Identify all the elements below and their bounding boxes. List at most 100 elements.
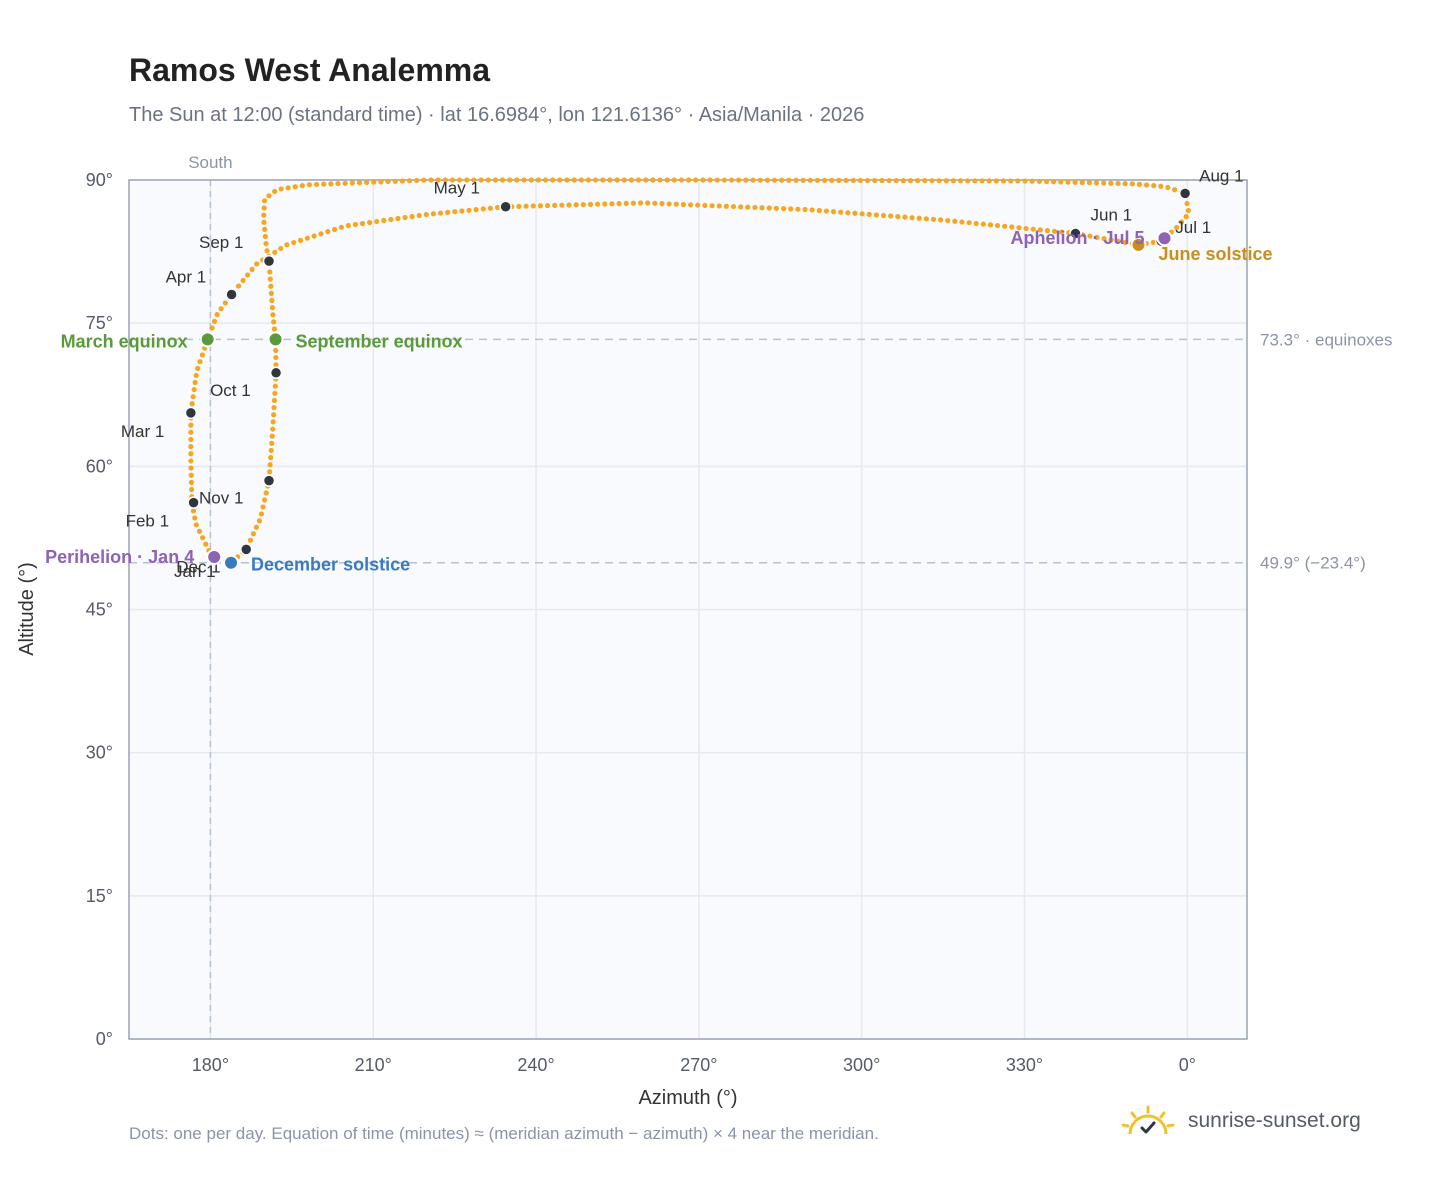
daily-sun-dot bbox=[262, 497, 268, 503]
month-marker bbox=[1069, 227, 1082, 240]
month-marker bbox=[187, 496, 200, 509]
daily-sun-dot bbox=[528, 177, 534, 183]
daily-sun-dot bbox=[268, 290, 274, 296]
daily-sun-dot bbox=[578, 177, 584, 183]
daily-sun-dot bbox=[1015, 178, 1021, 184]
daily-sun-dot bbox=[1036, 178, 1042, 184]
y-tick-label: 90° bbox=[86, 170, 113, 190]
daily-sun-dot bbox=[487, 205, 493, 211]
daily-sun-dot bbox=[428, 177, 434, 183]
brand-name: sunrise-sunset.org bbox=[1188, 1109, 1361, 1132]
daily-sun-dot bbox=[873, 212, 879, 218]
daily-sun-dot bbox=[273, 347, 279, 354]
daily-sun-dot bbox=[270, 426, 276, 432]
daily-sun-dot bbox=[836, 177, 842, 184]
daily-sun-dot bbox=[600, 177, 606, 183]
daily-sun-dot bbox=[1086, 180, 1092, 186]
daily-sun-dot bbox=[700, 177, 706, 183]
daily-sun-dot bbox=[936, 178, 942, 184]
daily-sun-dot bbox=[907, 178, 914, 184]
daily-sun-dot bbox=[621, 177, 627, 183]
daily-sun-dot bbox=[866, 211, 872, 217]
daily-sun-dot bbox=[728, 177, 735, 183]
daily-sun-dot bbox=[1122, 181, 1128, 187]
daily-sun-dot bbox=[688, 202, 694, 208]
month-marker bbox=[184, 406, 198, 420]
daily-sun-dot bbox=[321, 181, 327, 187]
daily-sun-dot bbox=[285, 185, 291, 191]
daily-sun-dot bbox=[271, 405, 277, 411]
daily-sun-dot bbox=[261, 198, 268, 204]
daily-sun-dot bbox=[987, 222, 994, 228]
daily-sun-dot bbox=[523, 203, 529, 209]
daily-sun-dot bbox=[262, 233, 268, 240]
daily-sun-dot bbox=[318, 231, 324, 237]
brand[interactable]: sunrise-sunset.org bbox=[1120, 1104, 1361, 1138]
daily-sun-dot bbox=[222, 300, 228, 306]
daily-sun-dot bbox=[188, 451, 194, 457]
daily-sun-dot bbox=[272, 390, 278, 396]
daily-sun-dot bbox=[193, 522, 199, 528]
month-marker bbox=[1178, 187, 1192, 200]
daily-sun-dot bbox=[1029, 178, 1035, 184]
daily-sun-dot bbox=[211, 318, 218, 324]
footnote: Dots: one per day. Equation of time (min… bbox=[129, 1124, 879, 1143]
daily-sun-dot bbox=[643, 177, 649, 183]
daily-sun-dot bbox=[702, 202, 708, 208]
daily-sun-dot bbox=[499, 177, 506, 183]
daily-sun-dot bbox=[193, 372, 199, 379]
daily-sun-dot bbox=[516, 203, 522, 209]
daily-sun-dot bbox=[392, 178, 398, 184]
daily-sun-dot bbox=[628, 177, 634, 183]
daily-sun-dot bbox=[381, 217, 387, 224]
daily-sun-dot bbox=[464, 177, 470, 183]
daily-sun-dot bbox=[902, 214, 908, 220]
y-tick-label: 15° bbox=[86, 886, 113, 906]
daily-sun-dot bbox=[859, 211, 865, 217]
daily-sun-dot bbox=[188, 465, 194, 471]
daily-sun-dot bbox=[980, 221, 986, 227]
daily-sun-dot bbox=[709, 203, 715, 209]
daily-sun-dot bbox=[544, 202, 551, 209]
daily-sun-dot bbox=[304, 235, 310, 241]
daily-sun-dot bbox=[1101, 180, 1107, 186]
daily-sun-dot bbox=[1051, 179, 1057, 185]
daily-sun-dot bbox=[1122, 239, 1128, 246]
daily-sun-dot bbox=[909, 215, 915, 221]
daily-sun-dot bbox=[273, 362, 279, 368]
daily-sun-dot bbox=[1051, 228, 1058, 234]
meridian-label: South bbox=[188, 153, 232, 172]
daily-sun-dot bbox=[385, 178, 391, 185]
daily-sun-dot bbox=[650, 177, 656, 183]
daily-sun-dot bbox=[247, 537, 254, 543]
daily-sun-dot bbox=[328, 181, 334, 187]
y-tick-label: 60° bbox=[86, 456, 113, 476]
daily-sun-dot bbox=[521, 177, 527, 183]
daily-sun-dot bbox=[1108, 237, 1114, 243]
daily-sun-dot bbox=[1000, 178, 1007, 184]
daily-sun-dot bbox=[214, 311, 220, 318]
month-marker bbox=[499, 200, 512, 213]
daily-sun-dot bbox=[959, 219, 965, 225]
daily-sun-dot bbox=[864, 177, 871, 184]
daily-sun-dot bbox=[191, 386, 197, 393]
daily-sun-dot bbox=[895, 213, 901, 220]
daily-sun-dot bbox=[209, 325, 215, 331]
daily-sun-dot bbox=[356, 180, 363, 186]
daily-sun-dot bbox=[822, 177, 828, 183]
daily-sun-dot bbox=[188, 444, 194, 450]
daily-sun-dot bbox=[850, 177, 856, 184]
daily-sun-dot bbox=[253, 524, 260, 530]
daily-sun-dot bbox=[1183, 214, 1189, 220]
daily-sun-dot bbox=[325, 229, 331, 235]
daily-sun-dot bbox=[188, 429, 194, 435]
daily-sun-dot bbox=[192, 379, 198, 386]
daily-sun-dot bbox=[188, 422, 194, 428]
daily-sun-dot bbox=[284, 242, 290, 248]
event-label: September equinox bbox=[296, 331, 463, 351]
daily-sun-dot bbox=[399, 178, 405, 184]
daily-sun-dot bbox=[816, 207, 822, 214]
daily-sun-dot bbox=[823, 208, 830, 214]
daily-sun-dot bbox=[1129, 181, 1135, 187]
daily-sun-dot bbox=[1185, 207, 1191, 214]
